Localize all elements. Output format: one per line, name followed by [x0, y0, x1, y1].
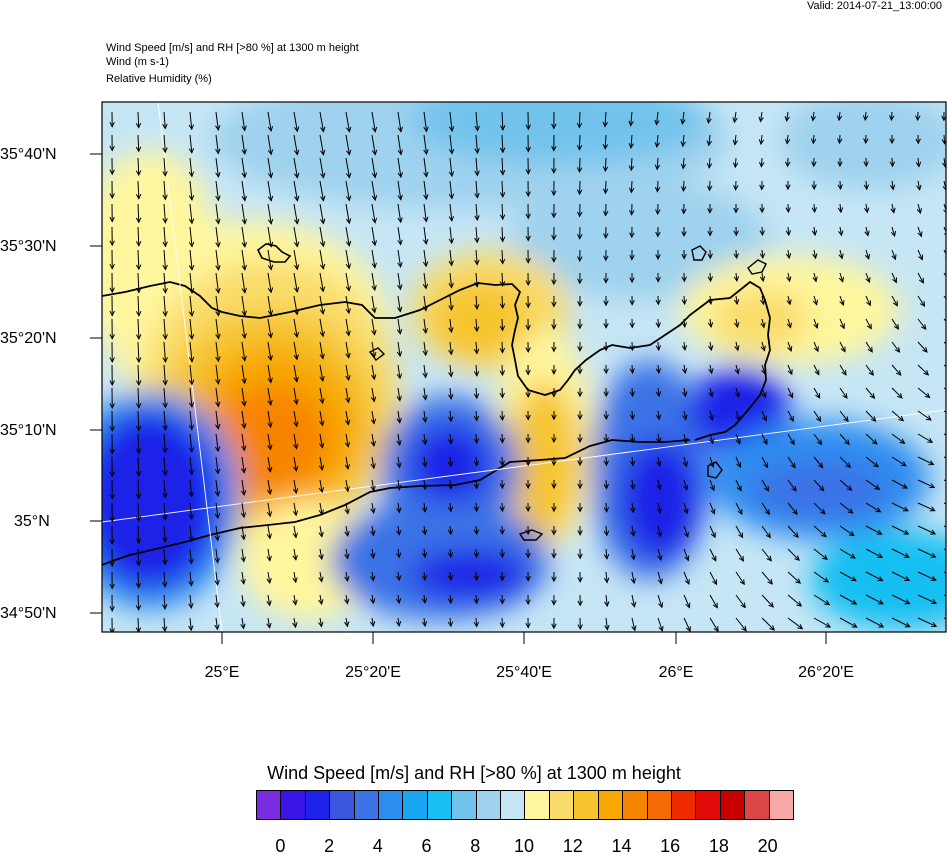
colorbar-swatch [623, 791, 647, 819]
colorbar-swatch [599, 791, 623, 819]
lon-label: 26°20'E [798, 664, 854, 682]
wind-arrow [138, 572, 139, 588]
wind-arrow [579, 158, 580, 172]
wind-arrow [579, 112, 580, 127]
lat-label: 35°10'N [0, 422, 57, 440]
colorbar-swatch [355, 791, 379, 819]
colorbar [256, 790, 794, 820]
lat-label: 35°30'N [0, 238, 57, 256]
colorbar-swatch [770, 791, 793, 819]
lon-ticks [222, 632, 826, 644]
colorbar-swatch [281, 791, 305, 819]
colorbar-swatch [477, 791, 501, 819]
lat-label: 35°20'N [0, 330, 57, 348]
wind-arrow [138, 112, 139, 128]
lat-label: 34°50'N [0, 605, 57, 623]
wind-arrow [605, 181, 606, 193]
colorbar-swatch [525, 791, 549, 819]
lat-label: 35°N [14, 513, 50, 531]
wind-arrow [138, 595, 139, 610]
colorbar-swatch [452, 791, 476, 819]
map-field [60, 70, 948, 633]
wind-arrow [579, 135, 580, 150]
colorbar-swatch [550, 791, 574, 819]
lat-label: 35°40'N [0, 146, 57, 164]
colorbar-swatch [403, 791, 427, 819]
colorbar-swatch [672, 791, 696, 819]
colorbar-swatch [648, 791, 672, 819]
lon-label: 26°E [659, 664, 694, 682]
colorbar-swatch [257, 791, 281, 819]
lon-label: 25°E [205, 664, 240, 682]
colorbar-swatch [745, 791, 769, 819]
wind-arrow [502, 250, 503, 264]
colorbar-swatch [330, 791, 354, 819]
wind-map [0, 0, 948, 700]
lat-ticks [90, 154, 102, 613]
colorbar-swatch [306, 791, 330, 819]
colorbar-swatch [501, 791, 525, 819]
wind-arrow [138, 618, 139, 632]
lon-label: 25°20'E [345, 664, 401, 682]
lon-label: 25°40'E [496, 664, 552, 682]
colorbar-title: Wind Speed [m/s] and RH [>80 %] at 1300 … [0, 763, 948, 784]
colorbar-swatch [574, 791, 598, 819]
colorbar-swatch [696, 791, 720, 819]
colorbar-swatch [379, 791, 403, 819]
colorbar-swatch [721, 791, 745, 819]
colorbar-swatch [428, 791, 452, 819]
